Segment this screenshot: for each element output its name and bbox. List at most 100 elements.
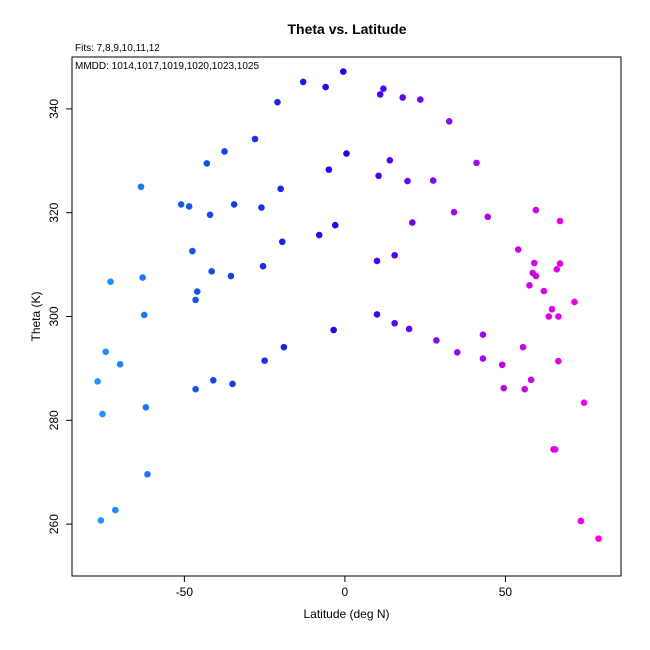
data-point: [514, 246, 522, 253]
data-point: [142, 404, 150, 411]
data-point: [261, 357, 268, 364]
x-axis: -50 0 50: [176, 576, 513, 599]
data-point: [532, 272, 540, 280]
data-point: [450, 208, 458, 216]
data-point: [259, 262, 267, 270]
data-point: [185, 203, 193, 210]
data-point: [278, 238, 286, 246]
data-point: [405, 325, 413, 333]
data-point: [526, 282, 533, 289]
data-point: [339, 68, 347, 75]
data-point: [189, 247, 196, 255]
y-tick-label: 260: [47, 514, 61, 534]
data-point: [177, 201, 185, 208]
data-point: [97, 517, 105, 524]
y-tick-label: 340: [47, 99, 61, 119]
data-point: [399, 94, 406, 101]
data-point: [315, 231, 323, 239]
data-point: [404, 177, 411, 185]
data-point: [277, 185, 284, 193]
data-point: [373, 257, 381, 265]
data-point: [137, 183, 145, 191]
data-point: [144, 470, 151, 478]
x-tick-label: 0: [342, 585, 349, 599]
data-point: [116, 360, 124, 368]
data-point: [192, 296, 199, 304]
data-point: [555, 357, 562, 365]
y-axis: 260 280 300 320 340: [47, 99, 72, 534]
data-point: [555, 313, 562, 320]
data-point: [417, 96, 424, 103]
data-point: [193, 288, 201, 295]
data-point: [473, 159, 480, 167]
data-point: [433, 337, 440, 344]
chart-title: Theta vs. Latitude: [287, 21, 406, 37]
data-point: [409, 219, 416, 226]
data-point: [453, 349, 461, 356]
data-point: [386, 156, 394, 164]
data-point: [445, 118, 453, 125]
data-point: [373, 311, 381, 318]
data-point: [545, 313, 553, 320]
data-point: [325, 166, 333, 173]
data-point: [322, 83, 329, 91]
data-point: [551, 446, 559, 453]
data-point: [519, 343, 527, 351]
data-point: [376, 91, 384, 98]
data-point: [343, 150, 350, 157]
data-point: [577, 517, 585, 525]
y-axis-label: Theta (K): [29, 291, 43, 341]
data-point: [527, 376, 535, 384]
x-axis-label: Latitude (deg N): [303, 607, 389, 621]
data-point: [484, 213, 492, 221]
data-point: [206, 211, 214, 219]
data-point: [391, 319, 398, 327]
data-point: [521, 385, 528, 393]
data-point: [330, 326, 337, 334]
data-point: [221, 148, 228, 155]
data-point: [251, 135, 259, 143]
mmdd-annotation: MMDD: 1014,1017,1019,1020,1023,1025: [75, 61, 259, 72]
data-point: [548, 305, 556, 313]
data-point: [540, 287, 548, 295]
data-point: [94, 378, 101, 385]
data-point: [280, 343, 288, 351]
data-point: [479, 331, 487, 338]
data-point: [391, 251, 398, 259]
data-point: [274, 98, 281, 106]
y-tick-label: 300: [47, 306, 61, 326]
data-point: [375, 172, 382, 180]
data-point: [139, 274, 146, 281]
data-point: [380, 85, 387, 92]
data-point: [229, 380, 236, 388]
data-point: [553, 265, 561, 273]
data-point: [498, 361, 506, 369]
data-point: [532, 206, 540, 214]
data-point: [230, 201, 238, 208]
data-point: [500, 384, 508, 392]
data-point: [571, 298, 578, 306]
x-tick-label: -50: [176, 585, 194, 599]
y-tick-label: 320: [47, 202, 61, 222]
data-point: [112, 506, 119, 514]
data-point: [429, 177, 437, 184]
data-point: [209, 377, 217, 384]
data-point: [140, 311, 148, 319]
x-tick-label: 50: [499, 585, 513, 599]
data-point: [203, 160, 211, 167]
data-point: [331, 221, 339, 229]
data-point: [479, 355, 487, 362]
data-point: [227, 272, 235, 280]
data-points: [94, 68, 602, 542]
fits-annotation: Fits: 7,8,9,10,11,12: [75, 43, 160, 54]
data-point: [99, 410, 106, 418]
data-point: [192, 385, 199, 393]
data-point: [258, 204, 265, 211]
data-point: [531, 259, 538, 267]
data-point: [595, 535, 602, 542]
data-point: [208, 268, 215, 275]
data-point: [102, 348, 110, 356]
data-point: [299, 78, 307, 86]
